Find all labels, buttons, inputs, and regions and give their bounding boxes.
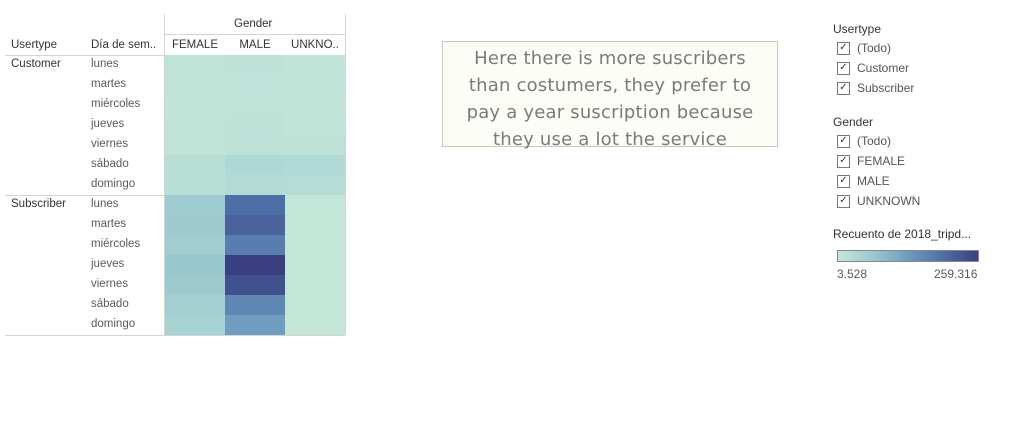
usertype-filter-option[interactable]: ✓ (Todo) xyxy=(837,40,891,56)
heatmap-cell[interactable] xyxy=(165,115,225,135)
weekday-header: Día de sem.. xyxy=(91,39,157,51)
filter-option-label: FEMALE xyxy=(857,154,906,168)
gender-header: Gender xyxy=(234,18,273,30)
usertype-filter-title: Usertype xyxy=(833,22,882,36)
heatmap-cell[interactable] xyxy=(165,275,225,295)
color-legend-min: 3.528 xyxy=(837,267,868,281)
heatmap-cell[interactable] xyxy=(225,95,285,115)
checkbox[interactable]: ✓ xyxy=(837,134,850,148)
heatmap-cell[interactable] xyxy=(285,135,345,155)
heatmap-cell[interactable] xyxy=(225,315,285,335)
gender-filter-option[interactable]: ✓ (Todo) xyxy=(837,133,891,149)
grid-divider xyxy=(164,34,345,35)
heatmap-cell[interactable] xyxy=(165,195,225,215)
heatmap-cell[interactable] xyxy=(165,315,225,335)
grid-divider xyxy=(164,14,165,335)
heatmap-cell[interactable] xyxy=(165,75,225,95)
gender-filter-title: Gender xyxy=(833,115,874,129)
checkbox[interactable]: ✓ xyxy=(837,61,850,75)
usertype-row-label: Customer xyxy=(11,58,61,70)
heatmap-cell[interactable] xyxy=(225,55,285,75)
weekday-row-label: miércoles xyxy=(91,238,141,250)
heatmap-cell[interactable] xyxy=(165,235,225,255)
heatmap-cell[interactable] xyxy=(285,95,345,115)
gender-column-header: FEMALE xyxy=(171,39,218,51)
weekday-row-label: lunes xyxy=(91,198,119,210)
weekday-row-label: domingo xyxy=(91,178,136,190)
grid-divider xyxy=(345,14,346,335)
heatmap-cell[interactable] xyxy=(165,155,225,175)
heatmap-cell[interactable] xyxy=(285,115,345,135)
weekday-row-label: viernes xyxy=(91,138,129,150)
heatmap-cell[interactable] xyxy=(285,155,345,175)
heatmap-cell[interactable] xyxy=(285,315,345,335)
group-divider xyxy=(5,335,345,336)
filter-option-label: Customer xyxy=(857,61,910,75)
weekday-row-label: lunes xyxy=(91,58,119,70)
heatmap-cell[interactable] xyxy=(225,155,285,175)
heatmap-cell[interactable] xyxy=(285,75,345,95)
checkbox[interactable]: ✓ xyxy=(837,41,850,55)
weekday-row-label: martes xyxy=(91,218,127,230)
filter-option-label: (Todo) xyxy=(857,41,892,55)
heatmap-cell[interactable] xyxy=(285,295,345,315)
weekday-row-label: viernes xyxy=(91,278,129,290)
heatmap-cell[interactable] xyxy=(285,195,345,215)
usertype-filter-option[interactable]: ✓ Subscriber xyxy=(837,80,914,96)
color-legend-bar xyxy=(837,250,979,262)
weekday-row-label: sábado xyxy=(91,298,129,310)
gender-filter-option[interactable]: ✓ FEMALE xyxy=(837,153,905,169)
filter-option-label: UNKNOWN xyxy=(857,194,921,208)
heatmap-cell[interactable] xyxy=(285,215,345,235)
usertype-header: Usertype xyxy=(11,39,58,51)
heatmap-cell[interactable] xyxy=(225,275,285,295)
heatmap-cell[interactable] xyxy=(225,115,285,135)
heatmap-cell[interactable] xyxy=(165,55,225,75)
checkbox[interactable]: ✓ xyxy=(837,194,850,208)
usertype-row-label: Subscriber xyxy=(11,198,66,210)
heatmap-cell[interactable] xyxy=(165,215,225,235)
usertype-filter-option[interactable]: ✓ Customer xyxy=(837,60,909,76)
gender-column-header: MALE xyxy=(239,39,271,51)
color-legend-title: Recuento de 2018_tripd... xyxy=(833,227,972,241)
weekday-row-label: sábado xyxy=(91,158,129,170)
heatmap-cell[interactable] xyxy=(285,55,345,75)
heatmap-cell[interactable] xyxy=(165,135,225,155)
filter-option-label: MALE xyxy=(857,174,890,188)
heatmap-cell[interactable] xyxy=(225,195,285,215)
heatmap-cell[interactable] xyxy=(165,255,225,275)
heatmap-cell[interactable] xyxy=(165,295,225,315)
weekday-row-label: domingo xyxy=(91,318,136,330)
weekday-row-label: miércoles xyxy=(91,98,141,110)
heatmap-cell[interactable] xyxy=(225,235,285,255)
gender-filter-option[interactable]: ✓ UNKNOWN xyxy=(837,193,920,209)
weekday-row-label: jueves xyxy=(91,258,125,270)
checkbox[interactable]: ✓ xyxy=(837,174,850,188)
gender-filter-option[interactable]: ✓ MALE xyxy=(837,173,890,189)
heatmap-cell[interactable] xyxy=(285,175,345,195)
heatmap-cell[interactable] xyxy=(165,175,225,195)
weekday-row-label: jueves xyxy=(91,118,125,130)
heatmap-cell[interactable] xyxy=(285,235,345,255)
filter-option-label: (Todo) xyxy=(857,134,892,148)
weekday-row-label: martes xyxy=(91,78,127,90)
gender-column-header: UNKNO.. xyxy=(291,39,339,51)
heatmap-cell[interactable] xyxy=(165,95,225,115)
heatmap-cell[interactable] xyxy=(225,75,285,95)
heatmap-cell[interactable] xyxy=(285,255,345,275)
heatmap-cell[interactable] xyxy=(225,215,285,235)
annotation-textbox: Here there is more suscribers than costu… xyxy=(442,41,778,150)
heatmap-cell[interactable] xyxy=(285,275,345,295)
heatmap-cell[interactable] xyxy=(225,135,285,155)
filter-option-label: Subscriber xyxy=(857,81,915,95)
checkbox[interactable]: ✓ xyxy=(837,81,850,95)
heatmap-cell[interactable] xyxy=(225,255,285,275)
checkbox[interactable]: ✓ xyxy=(837,154,850,168)
heatmap-cell[interactable] xyxy=(225,175,285,195)
heatmap-cell[interactable] xyxy=(225,295,285,315)
color-legend-max: 259.316 xyxy=(934,267,978,281)
